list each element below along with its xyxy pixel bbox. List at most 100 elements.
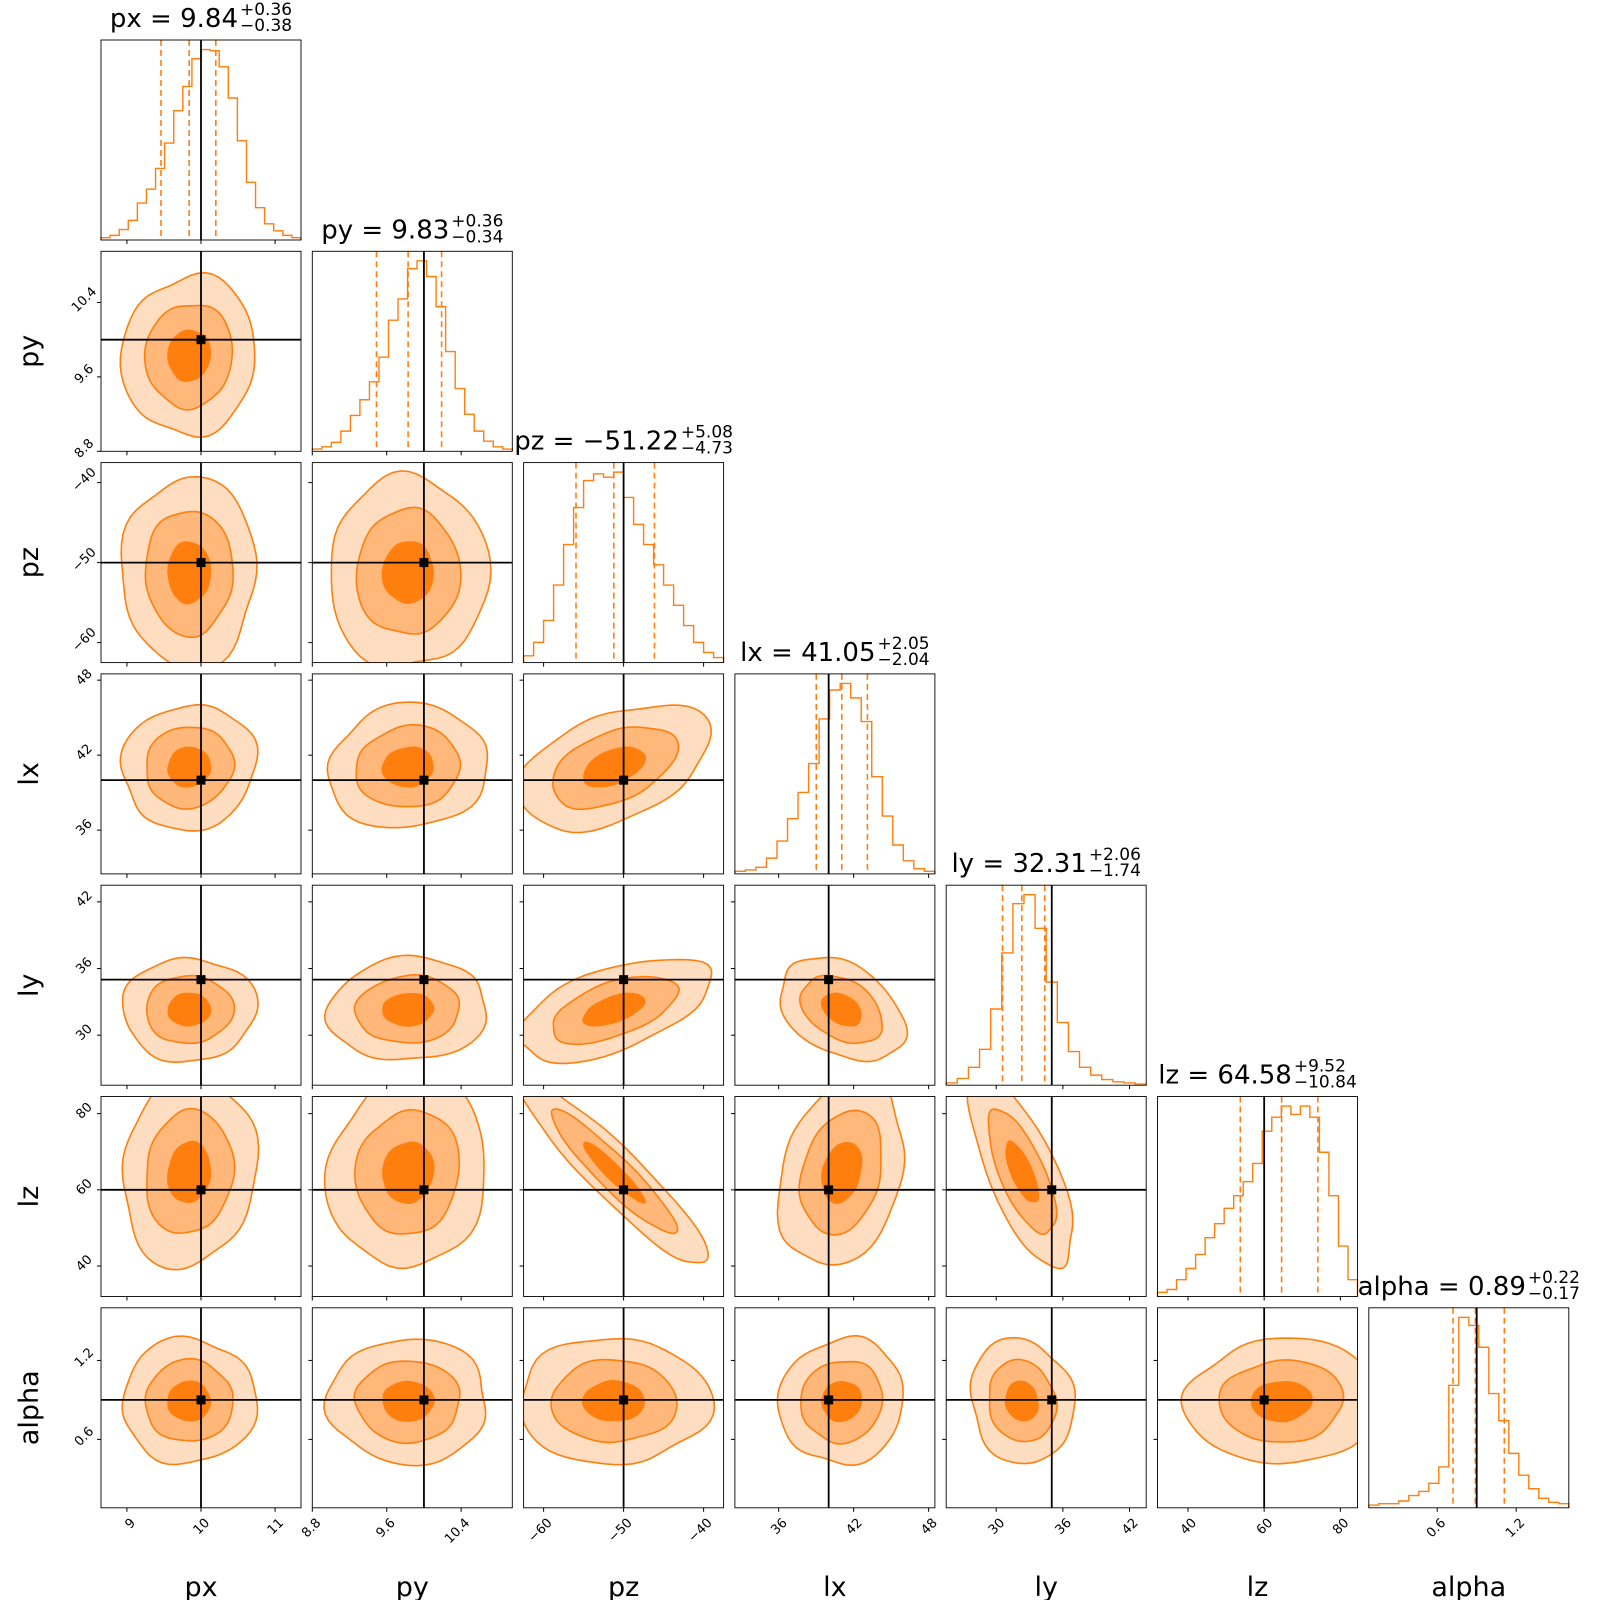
y-tick-label-pz-0: −60 [70, 625, 100, 655]
contour-panel-pz-alpha: −60 −50 −40 [519, 1307, 725, 1546]
contour-fills [523, 1096, 710, 1264]
x-axis-label-ly: ly [1034, 1572, 1058, 1600]
x-tick-label-px-2: 11 [265, 1516, 287, 1538]
y-tick-label-py-1: 9.6 [72, 362, 97, 387]
histogram-alpha [1368, 1316, 1570, 1508]
truth-marker [824, 1185, 834, 1195]
y-tick-label-lx-1: 42 [73, 742, 95, 764]
title-minus-pz: −4.73 [681, 439, 733, 459]
contour-panel-py-pz [308, 462, 513, 667]
y-axis-label-alpha: alpha [14, 1370, 45, 1445]
contour-level-2 [382, 1380, 435, 1422]
x-tick-label-pz-1: −50 [606, 1516, 636, 1546]
title-minus-px: −0.38 [240, 16, 292, 36]
contour-panel-lz-alpha: 40 60 80 [1153, 1307, 1358, 1538]
contour-fills [326, 701, 489, 829]
histogram-ly [945, 894, 1147, 1086]
title-plus-lz: +9.52 [1294, 1057, 1346, 1077]
histogram-lz [1156, 1105, 1359, 1297]
panel-frame [1157, 1307, 1358, 1509]
histogram-py [311, 260, 513, 452]
panel-frame [734, 1096, 936, 1297]
y-axis-label-ly: ly [14, 973, 45, 997]
x-tick-label-ly-1: 36 [1053, 1516, 1075, 1538]
x-axis-label-alpha: alpha [1431, 1572, 1506, 1600]
x-axis-label-px: px [184, 1572, 217, 1600]
contour-level-2 [583, 746, 646, 788]
contour-fills [323, 1338, 487, 1467]
x-tick-label-lz-0: 40 [1178, 1516, 1200, 1538]
contour-level-2 [381, 541, 434, 604]
contour-fills [776, 1096, 906, 1266]
x-tick-label-pz-0: −60 [526, 1516, 556, 1546]
contour-fills [119, 271, 256, 439]
truth-marker [824, 975, 834, 985]
y-tick-label-pz-2: −40 [70, 465, 100, 495]
truth-marker [196, 558, 206, 568]
y-tick-label-alpha-0: 0.6 [72, 1424, 97, 1449]
x-tick-label-py-1: 9.6 [374, 1516, 399, 1541]
truth-marker [419, 775, 429, 785]
contour-fills [966, 1096, 1074, 1270]
x-axis-label-lx: lx [823, 1572, 847, 1600]
hist-panel-pz: pz = −51.22 +5.08−4.73 [514, 423, 733, 667]
title-minus-lx: −2.04 [878, 650, 930, 670]
truth-marker [1047, 1185, 1057, 1195]
truth-marker [619, 1185, 629, 1195]
contour-panel-px-py: 8.8 9.6 10.4 [69, 250, 302, 461]
truth-marker [1047, 1395, 1057, 1405]
x-tick-label-lz-2: 80 [1330, 1516, 1352, 1538]
panel-frame [945, 1096, 1147, 1297]
y-tick-label-lz-2: 80 [73, 1100, 95, 1122]
y-tick-label-lz-1: 60 [73, 1176, 95, 1198]
x-tick-label-py-2: 10.4 [442, 1516, 473, 1547]
y-tick-label-ly-2: 42 [73, 888, 95, 910]
panel-frame [734, 884, 936, 1086]
title-px: px = 9.84 [110, 4, 238, 34]
panel-frame [311, 1096, 513, 1297]
hist-panel-lz: lz = 64.58 +9.52−10.84 [1156, 1057, 1359, 1301]
contour-level-2 [1004, 1380, 1039, 1422]
truth-marker [196, 775, 206, 785]
panel-frame [945, 1307, 1147, 1509]
title-alpha: alpha = 0.89 [1358, 1272, 1526, 1302]
y-axis-label-lx: lx [14, 762, 45, 786]
panel-frame [311, 884, 513, 1086]
contour-panel-py-alpha: 8.8 9.6 10.4 [299, 1307, 513, 1547]
contour-panel-px-lz: 40 60 80 [73, 1096, 302, 1301]
y-tick-label-lz-0: 40 [73, 1252, 95, 1274]
contour-fills [523, 1337, 716, 1466]
contour-panel-py-lz [308, 1096, 513, 1301]
title-py: py = 9.83 [321, 215, 449, 245]
x-tick-label-lx-0: 36 [768, 1516, 790, 1538]
contour-panel-ly-lz [942, 1096, 1147, 1301]
contour-level-2 [382, 992, 435, 1027]
contour-panel-lx-alpha: 36 42 48 [730, 1307, 941, 1538]
contour-fills [1180, 1337, 1358, 1465]
hist-panel-px: px = 9.84 +0.36−0.38 [100, 0, 302, 244]
truth-marker [196, 975, 206, 985]
panel-frame [1157, 1096, 1358, 1297]
y-axis-label-pz: pz [14, 547, 45, 578]
panel-frame [734, 673, 936, 875]
truth-marker [1259, 1395, 1269, 1405]
y-tick-label-lx-2: 48 [73, 667, 95, 689]
contour-fills [523, 958, 713, 1065]
x-tick-label-px-0: 9 [122, 1516, 138, 1532]
contour-panel-px-alpha: 9 10 11 0.6 1.2 [72, 1307, 302, 1538]
x-axis-label-lz: lz [1247, 1572, 1269, 1600]
y-tick-label-pz-1: −50 [70, 545, 100, 575]
panel-frame [311, 1307, 513, 1509]
contour-level-2 [821, 1381, 863, 1423]
contour-fills [120, 475, 258, 663]
x-axis-label-pz: pz [608, 1572, 639, 1600]
truth-marker [419, 1395, 429, 1405]
title-minus-ly: −1.74 [1089, 861, 1141, 881]
title-plus-py: +0.36 [451, 211, 503, 231]
panel-frame [311, 673, 513, 875]
contour-panel-px-ly: 30 36 42 [73, 884, 302, 1090]
truth-marker [619, 975, 629, 985]
x-tick-label-py-0: 8.8 [299, 1516, 324, 1541]
histogram-lx [734, 682, 936, 874]
contour-panel-px-pz: −60 −50 −40 [70, 462, 302, 667]
